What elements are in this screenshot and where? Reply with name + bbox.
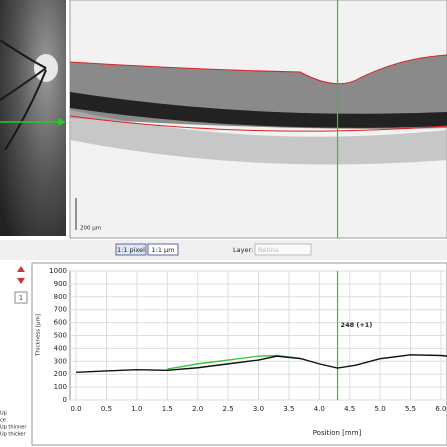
index: 1 (19, 294, 23, 302)
x-tick-label: 0.0 (71, 405, 82, 413)
x-tick-label: 4.5 (344, 405, 355, 413)
annotation: 248 (+1) (341, 321, 373, 329)
layer-value: Retina (258, 246, 279, 254)
pixel-button[interactable] (115, 243, 147, 256)
micron-label: 1:1 µm (152, 246, 175, 254)
y-tick-label: 500 (54, 332, 67, 340)
layer-label: Layer: (233, 246, 253, 254)
y-tick-label: 100 (54, 383, 67, 391)
x-tick-label: 6.0 (435, 405, 446, 413)
scan-arrow (58, 118, 66, 126)
pixel-label: 1:1 pixel (117, 246, 145, 254)
y-tick-label: 700 (54, 306, 67, 314)
y-tick-label: 900 (54, 280, 67, 288)
y-tick-label: 400 (54, 344, 67, 352)
x-tick-label: 3.5 (283, 405, 294, 413)
legend-text: Up (0, 411, 7, 417)
legend-text: Up thicker (0, 432, 26, 438)
x-tick-label: 5.5 (405, 405, 416, 413)
index-box (14, 291, 28, 304)
x-tick-label: 4.0 (314, 405, 325, 413)
y-tick-label: 200 (54, 370, 67, 378)
legend-text: Up thinner (0, 425, 27, 431)
x-tick-label: 0.5 (101, 405, 112, 413)
y-tick-label: 300 (54, 357, 67, 365)
y-axis-label: Thickness [µm] (36, 314, 42, 357)
ilm-boundary (69, 54, 447, 85)
toolbar (0, 240, 447, 260)
choroid (70, 110, 447, 165)
y-tick-label: 600 (54, 319, 67, 327)
bm-boundary (69, 115, 447, 132)
nav-arrows[interactable] (17, 266, 25, 284)
x-tick-label: 5.0 (375, 405, 386, 413)
layer-select[interactable] (254, 243, 312, 256)
x-tick-label: 1.0 (131, 405, 142, 413)
rpe-band (70, 92, 447, 128)
legend-text: ce (0, 418, 6, 424)
data-line (76, 354, 447, 373)
x-tick-label: 2.5 (223, 405, 234, 413)
micron-button[interactable] (147, 243, 179, 256)
y-tick-label: 1000 (49, 267, 67, 275)
vessels (0, 39, 47, 151)
x-tick-label: 3.0 (253, 405, 264, 413)
x-tick-label: 2.0 (192, 405, 203, 413)
y-tick-label: 0 (63, 396, 67, 404)
x-axis-label: Position [mm] (313, 429, 362, 437)
fundus-image (0, 0, 66, 236)
x-tick-label: 1.5 (162, 405, 173, 413)
scale-label: 200 µm (80, 226, 101, 232)
y-tick-label: 800 (54, 293, 67, 301)
